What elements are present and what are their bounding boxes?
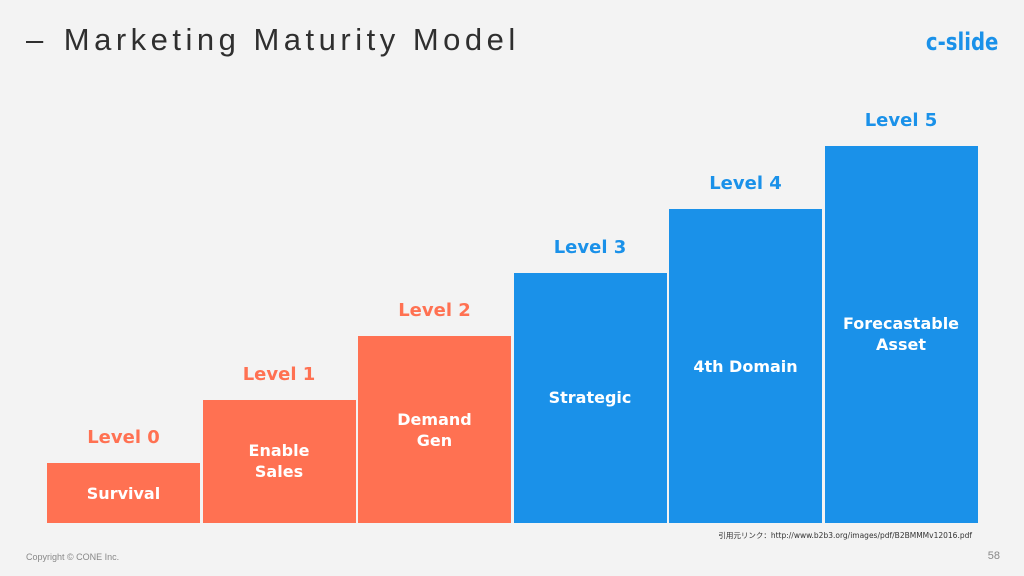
- slide-title: – Marketing Maturity Model: [26, 22, 520, 58]
- step-block-4: 4th Domain: [669, 209, 822, 523]
- step-block-1: Enable Sales: [202, 399, 356, 523]
- step-block-3: Strategic: [513, 272, 667, 523]
- level-label-2: Level 2: [398, 300, 471, 321]
- step-label-3: Strategic: [548, 388, 632, 408]
- copyright: Copyright © CONE Inc.: [26, 552, 120, 562]
- level-label-5: Level 5: [864, 109, 938, 131]
- step-label-2: Demand Gen: [397, 409, 472, 450]
- title-text: Marketing Maturity Model: [63, 22, 520, 57]
- step-label-1: Enable Sales: [248, 441, 310, 482]
- title-dash: –: [26, 22, 48, 57]
- level-label-1: Level 1: [242, 363, 316, 385]
- step-block-2: Demand Gen: [358, 336, 511, 523]
- step-block-0: Survival: [47, 463, 200, 523]
- step-label-4: 4th Domain: [693, 356, 798, 376]
- level-label-4: Level 4: [709, 173, 782, 194]
- level-label-0: Level 0: [87, 427, 160, 448]
- step-label-5: Forecastable Asset: [842, 314, 960, 355]
- step-block-5: Forecastable Asset: [824, 145, 978, 523]
- step-label-0: Survival: [86, 483, 161, 503]
- page-number: 58: [987, 550, 1000, 562]
- level-label-3: Level 3: [553, 236, 627, 258]
- source-link[interactable]: 引用元リンク：http://www.b2b3.org/images/pdf/B2…: [718, 531, 972, 540]
- c-slide-logo: c-slide: [925, 28, 998, 56]
